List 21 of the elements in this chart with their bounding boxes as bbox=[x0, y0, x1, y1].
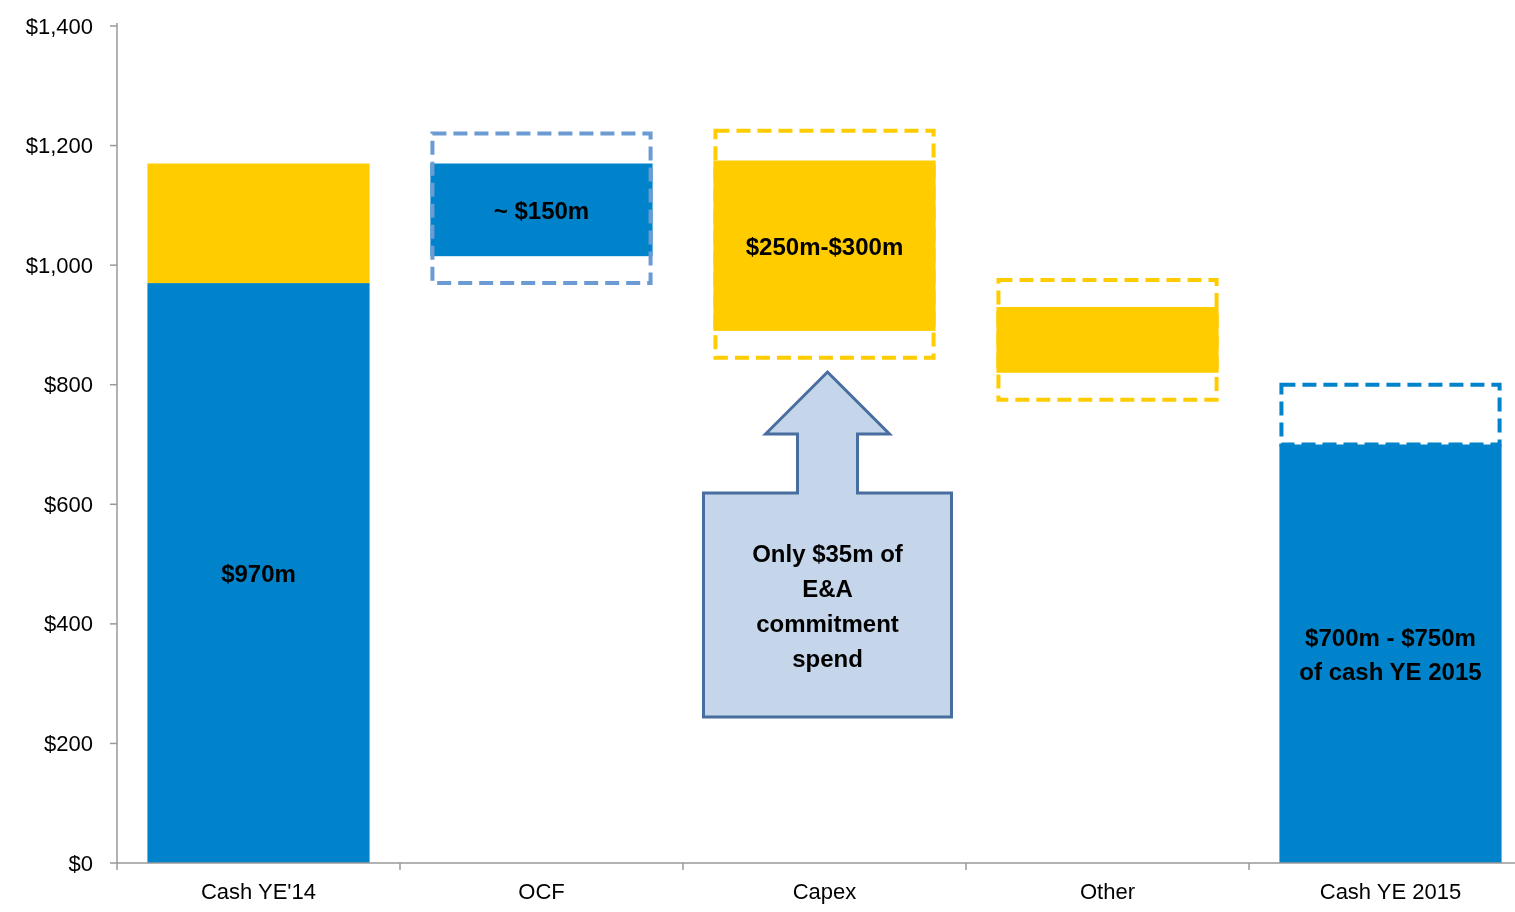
x-tick-label: Other bbox=[1079, 879, 1136, 904]
y-tick-label: $400 bbox=[44, 611, 93, 637]
bar bbox=[430, 163, 653, 257]
y-tick-label: $0 bbox=[68, 850, 93, 876]
y-tick-label: $1,200 bbox=[25, 133, 93, 159]
y-tick-label: $1,000 bbox=[25, 252, 93, 278]
y-tick-label: $1,400 bbox=[25, 13, 93, 39]
bar bbox=[147, 163, 370, 284]
y-tick-label: $200 bbox=[44, 730, 93, 756]
x-tick-label: Cash YE'14 bbox=[200, 879, 317, 904]
y-tick-label: $800 bbox=[44, 372, 93, 398]
annotation: $250m-$300m bbox=[745, 232, 904, 260]
annotation: $700m - $750m of cash YE 2015 bbox=[1299, 623, 1482, 685]
x-tick-label: Capex bbox=[792, 879, 857, 904]
annotation: ~ $150m bbox=[493, 196, 590, 224]
y-tick-label: $600 bbox=[44, 491, 93, 517]
x-tick-label: OCF bbox=[518, 879, 565, 904]
bar bbox=[147, 283, 370, 863]
x-tick-label: Cash YE 2015 bbox=[1319, 879, 1462, 904]
annotation: Only $35m of E&A commitment spend bbox=[752, 539, 904, 671]
annotation: $970m bbox=[221, 559, 296, 587]
